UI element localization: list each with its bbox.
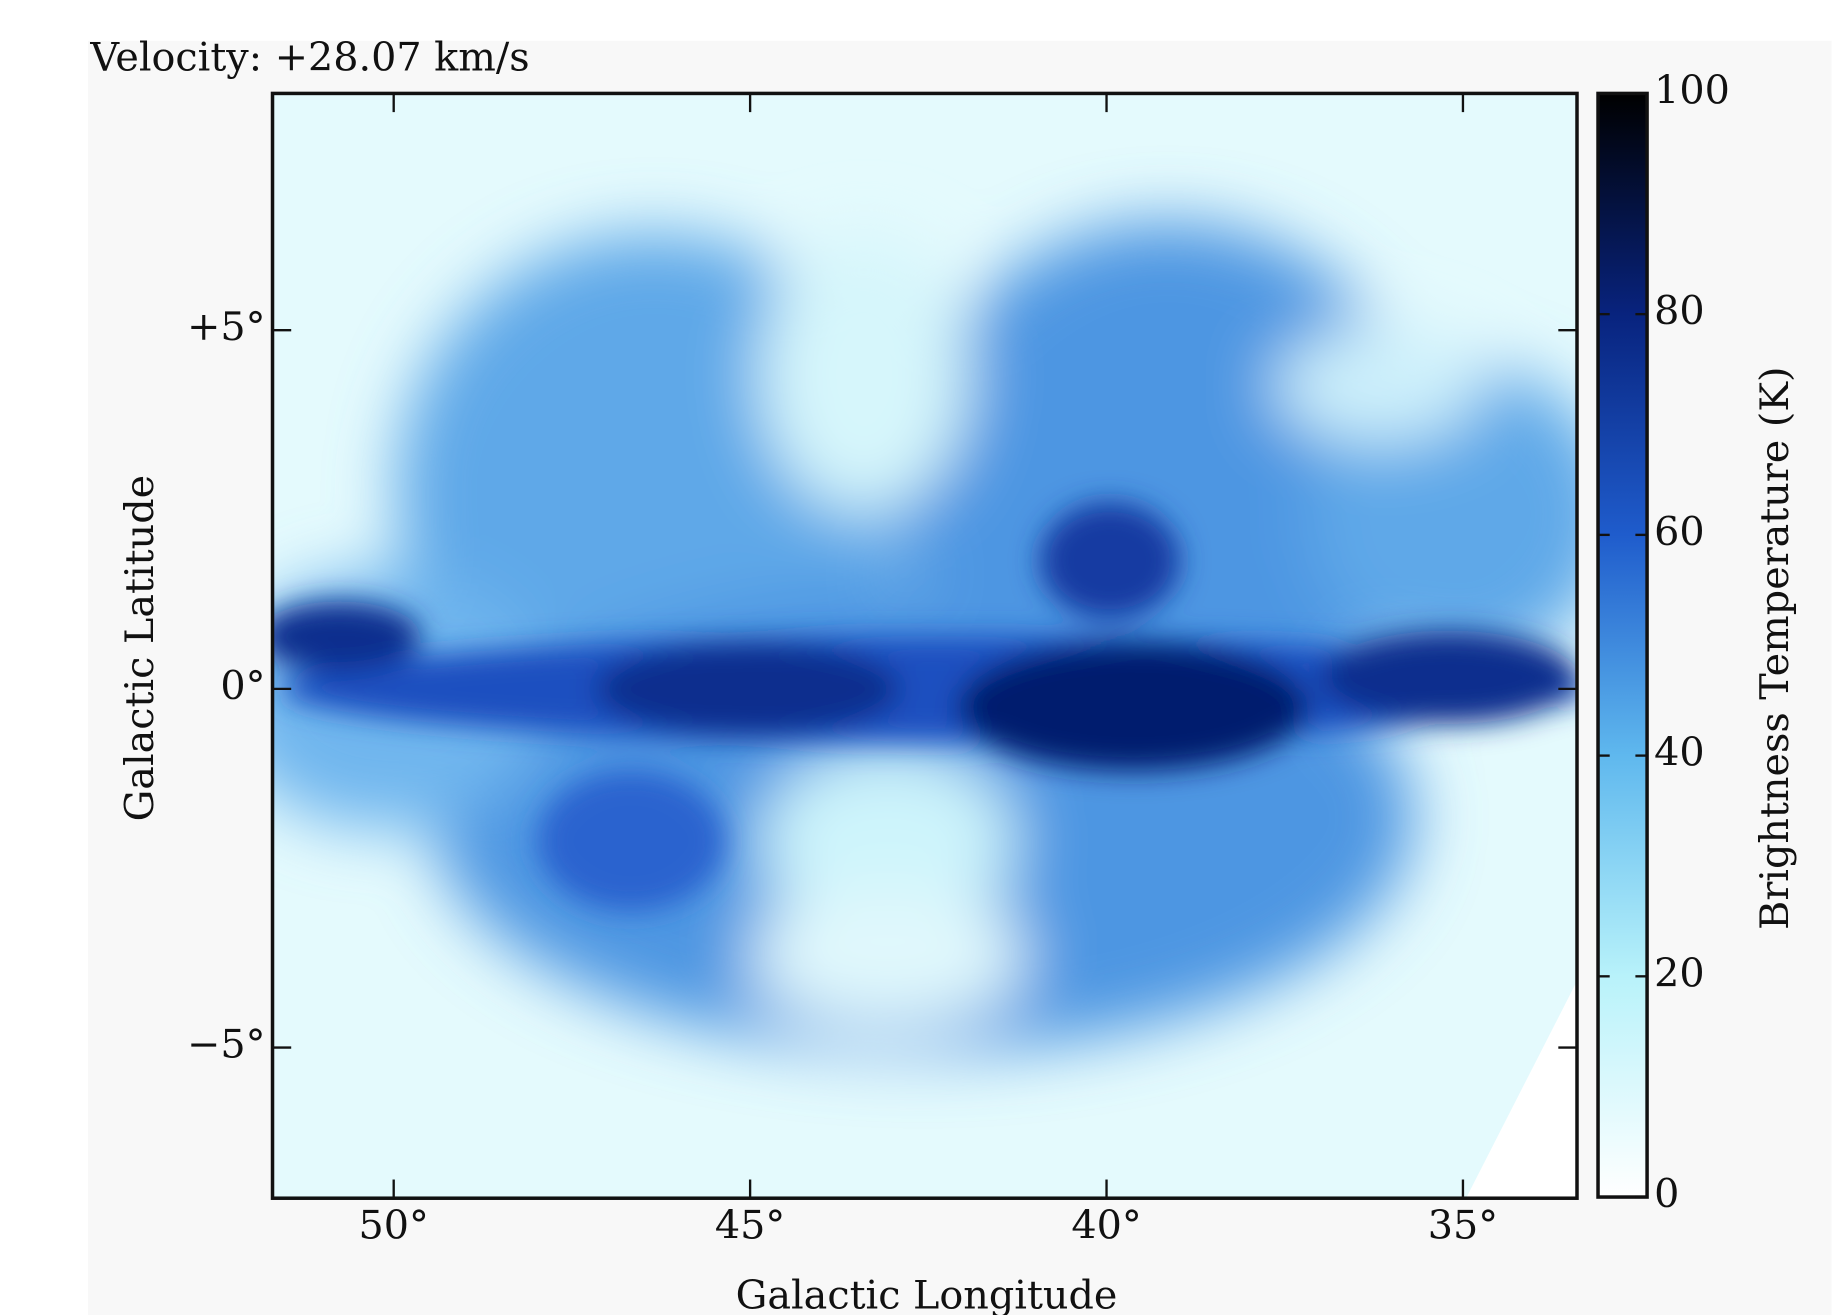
x-tick-label: 45° <box>715 1203 785 1249</box>
colorbar-tick-label: 60 <box>1654 509 1705 555</box>
colorbar-tick-label: 0 <box>1654 1171 1679 1217</box>
x-tick-label: 50° <box>359 1203 429 1249</box>
plot-frame <box>270 91 1579 1200</box>
chart-title: Velocity: +28.07 km/s <box>89 35 529 81</box>
colorbar-tick-label: 40 <box>1654 730 1705 776</box>
x-axis-label: Galactic Longitude <box>736 1273 1118 1315</box>
map-image <box>272 93 1578 1199</box>
colorbar-tick-label: 20 <box>1654 950 1705 996</box>
y-axis-label: Galactic Latitude <box>117 475 163 821</box>
colorbar-tick-label: 100 <box>1654 67 1730 113</box>
x-tick-label: 35° <box>1428 1203 1498 1249</box>
colorbar-label: Brightness Temperature (K) <box>1752 366 1798 929</box>
y-tick-label: −5° <box>187 1022 265 1068</box>
colorbar-tick-label: 80 <box>1654 288 1705 334</box>
x-tick-label: 40° <box>1071 1203 1141 1249</box>
colorbar <box>1598 93 1648 1198</box>
colorbar-frame <box>1596 91 1649 1199</box>
y-tick-label: 0° <box>220 663 265 709</box>
y-tick-label: +5° <box>187 304 265 350</box>
